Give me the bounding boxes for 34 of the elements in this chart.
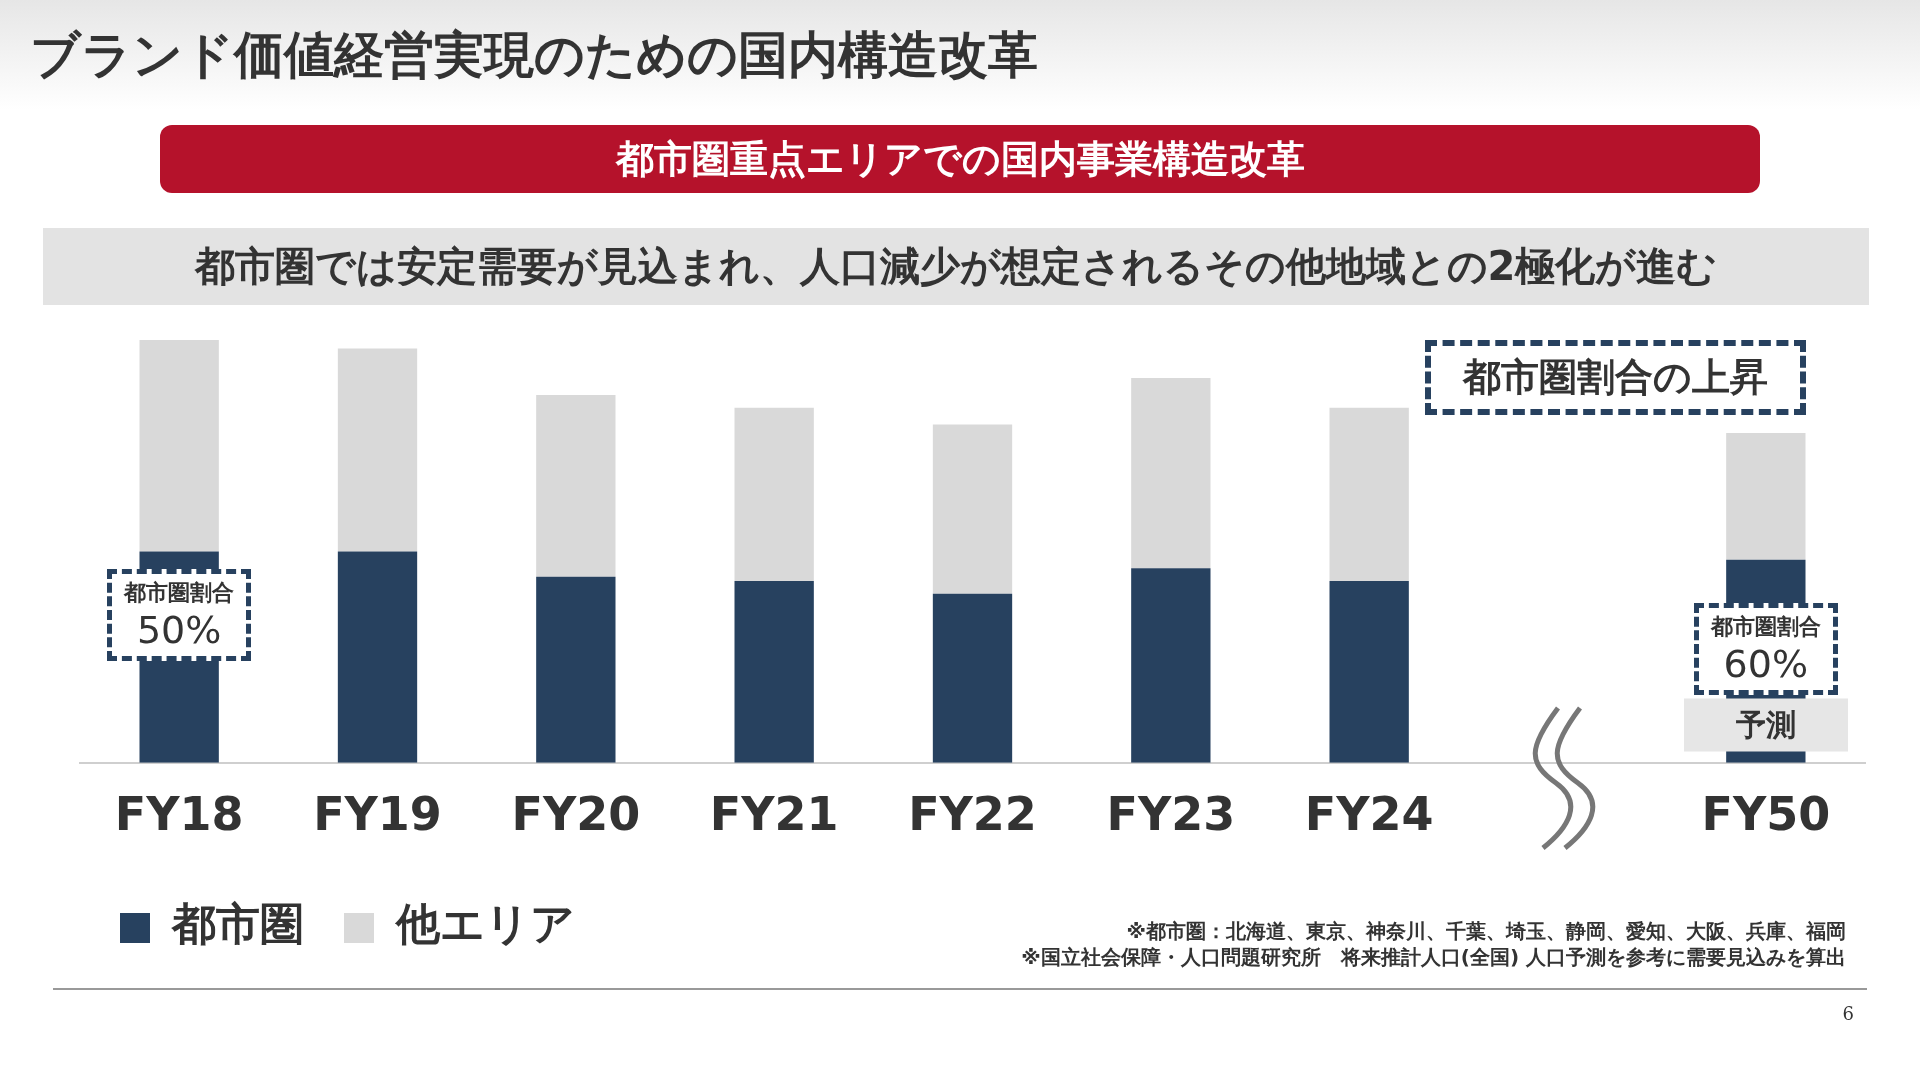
bar [1131,378,1211,569]
legend-label: 都市圏 [171,898,304,950]
bar [1329,407,1409,581]
bar [1131,568,1211,763]
bar [734,581,814,763]
x-tick-label: FY18 [114,787,244,842]
legend-label: 他エリア [394,898,575,950]
chart-title: ブランド価値経営実現のための国内構造改革 [30,25,1038,86]
bar [536,576,616,763]
bar [1726,433,1806,560]
x-tick-label: FY22 [908,787,1037,842]
bar [932,424,1013,594]
text: 都市圏では安定需要が見込まれ、人口減少が想定されるその他地域との2極化が進む [43,228,1869,305]
chart-subtitle: 都市圏重点エリアでの国内事業構造改革 [160,125,1760,193]
annotation: 都市圏割合の上昇 [1425,340,1806,415]
bar [536,394,616,577]
x-tick-label: FY50 [1701,787,1831,842]
annotation: 都市圏割合 60% [1710,612,1821,686]
x-tick-label: FY23 [1106,787,1236,842]
annotation: 都市圏割合 50% [124,578,235,652]
bar [734,407,814,581]
label-box: 予測 [1683,698,1848,752]
text: 6 [1842,1003,1854,1024]
bar [1329,581,1409,763]
text: ※都市圏：北海道、東京、神奈川、千葉、埼玉、静岡、愛知、大阪、兵庫、福岡 [1126,918,1846,945]
x-tick-label: FY21 [709,787,839,842]
text: ※国立社会保障・人口問題研究所 将来推計人口(全国) 人口予測を参考に需要見込みを算出 [1021,944,1846,971]
x-tick-label: FY24 [1304,787,1434,842]
bar [139,340,219,552]
bar [337,551,418,763]
x-tick-label: FY20 [511,787,641,842]
bar [932,593,1013,763]
x-tick-label: FY19 [313,787,442,842]
bar [337,348,418,552]
